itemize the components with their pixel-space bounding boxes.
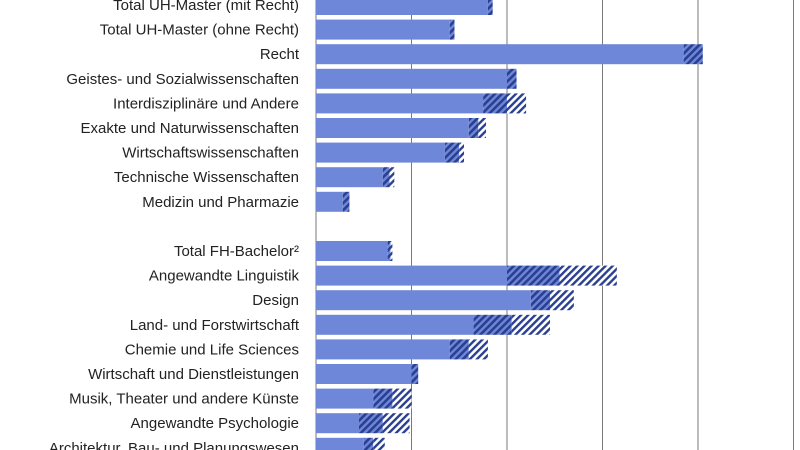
bar-segment <box>316 413 359 434</box>
bar-segment <box>316 118 469 138</box>
bar-segment <box>530 290 550 311</box>
bars <box>316 0 703 450</box>
category-label: Technische Wissenschaften <box>114 169 299 186</box>
bar-segment <box>316 68 507 89</box>
category-label: Total UH-Master (ohne Recht) <box>100 22 299 39</box>
bar-segment <box>459 142 465 163</box>
category-label: Design <box>252 292 299 309</box>
category-label: Wirtschaft und Dienstleistungen <box>88 366 299 383</box>
bar-segment <box>316 314 474 335</box>
bar-segment <box>449 339 469 360</box>
bar-segment <box>358 413 383 434</box>
bar-segment <box>382 413 410 434</box>
bar-segment <box>373 437 385 450</box>
bar-segment <box>373 388 393 409</box>
bar-segment <box>316 265 507 286</box>
bar-segment <box>449 19 455 40</box>
bar-segment <box>316 339 450 360</box>
category-label: Land- und Forstwirtschaft <box>130 317 300 334</box>
category-label: Angewandte Linguistik <box>149 268 300 285</box>
bar-segment <box>316 167 383 188</box>
category-label: Angewandte Psychologie <box>131 415 299 432</box>
bar-segment <box>507 265 560 286</box>
category-label: Medizin und Pharmazie <box>142 194 299 211</box>
bar-segment <box>316 142 445 163</box>
bar-segment <box>468 118 479 138</box>
category-label: Recht <box>260 46 300 63</box>
category-label: Total FH-Bachelor² <box>174 243 299 260</box>
bar-segment <box>507 93 527 114</box>
bar-segment <box>316 0 488 15</box>
bar-segment <box>316 93 484 114</box>
category-label: Chemie und Life Sciences <box>125 341 299 358</box>
bar-segment <box>316 437 364 450</box>
bar-segment <box>683 44 703 65</box>
bar-segment <box>559 265 617 286</box>
bar-segment <box>507 68 517 89</box>
bar-segment <box>411 364 419 384</box>
bar-segment <box>342 191 350 212</box>
category-label: Geistes- und Sozialwissenschaften <box>66 71 299 88</box>
bar-segment <box>316 44 684 65</box>
category-label: Exakte und Naturwissenschaften <box>81 120 299 137</box>
bar-segment <box>316 290 531 311</box>
category-label: Architektur, Bau- und Planungswesen <box>49 440 299 450</box>
bar-segment <box>549 290 574 311</box>
bar-segment <box>511 314 550 335</box>
bar-segment <box>316 19 450 40</box>
bar-segment <box>316 241 388 261</box>
bar-segment <box>487 0 493 15</box>
category-label: Interdisziplinäre und Andere <box>113 95 299 112</box>
category-label: Musik, Theater und andere Künste <box>69 391 299 408</box>
bar-segment <box>444 142 460 163</box>
category-label: Wirtschaftswissenschaften <box>122 145 299 162</box>
category-labels: Total UH-Master (mit Recht) Total UH-Mast… <box>49 0 300 450</box>
bar-segment <box>363 437 374 450</box>
bar-segment <box>468 339 488 360</box>
bar-segment <box>478 118 486 138</box>
bar-segment <box>316 191 343 212</box>
bar-segment <box>316 388 374 409</box>
bar-segment <box>316 364 412 384</box>
bar-segment <box>382 167 390 188</box>
bar-segment <box>389 167 395 188</box>
bar-segment <box>390 241 393 261</box>
bar-segment <box>392 388 412 409</box>
bar-segment <box>387 241 391 261</box>
bar-segment <box>473 314 512 335</box>
category-label: Total UH-Master (mit Recht) <box>113 0 299 14</box>
bar-segment <box>483 93 507 114</box>
